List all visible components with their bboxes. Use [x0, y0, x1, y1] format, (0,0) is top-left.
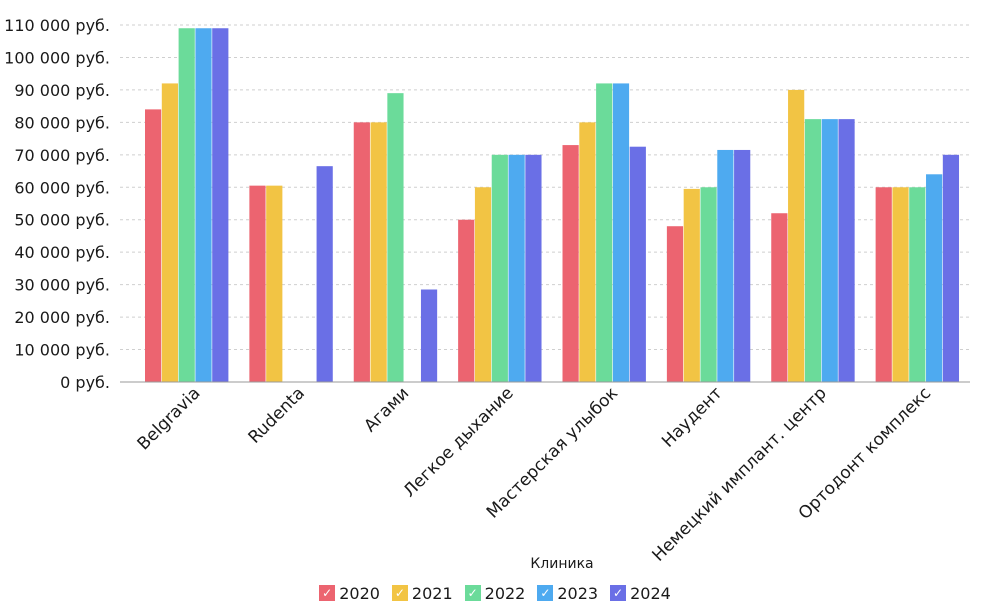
bar[interactable]	[316, 166, 333, 382]
bar[interactable]	[892, 187, 909, 382]
legend-label: 2023	[557, 583, 599, 603]
bar[interactable]	[387, 93, 404, 383]
legend-item[interactable]: ✓ 2022	[464, 583, 526, 603]
bar[interactable]	[525, 154, 542, 382]
bar[interactable]	[178, 28, 195, 383]
bar[interactable]	[821, 119, 838, 383]
bar[interactable]	[875, 187, 892, 382]
x-tick-label: Агами	[360, 383, 413, 436]
legend-label: 2020	[339, 583, 380, 603]
bar[interactable]	[212, 28, 229, 383]
bar[interactable]	[771, 213, 788, 382]
x-tick-label: Легкое дыхание	[400, 383, 518, 501]
y-tick-label: 100 000 руб.	[4, 48, 110, 67]
bar[interactable]	[195, 28, 212, 383]
bar[interactable]	[909, 187, 926, 382]
y-axis-tick-labels: 0 руб. 10 000 руб. 20 000 руб. 30 000 руб. 4…	[4, 16, 110, 392]
bar[interactable]	[838, 119, 855, 383]
bar[interactable]	[420, 289, 438, 382]
legend-item[interactable]: ✓ 2021	[391, 583, 453, 603]
y-tick-label: 60 000 руб.	[14, 178, 110, 197]
legend-checkbox-icon[interactable]: ✓	[319, 585, 336, 601]
y-tick-label: 20 000 руб.	[14, 308, 110, 327]
bar[interactable]	[683, 188, 700, 382]
x-axis-title: Клиника	[530, 556, 593, 572]
y-tick-label: 70 000 руб.	[14, 146, 110, 165]
bars	[145, 28, 960, 383]
y-tick-label: 40 000 руб.	[14, 243, 110, 262]
bar[interactable]	[629, 146, 646, 382]
bar[interactable]	[562, 145, 579, 382]
bar[interactable]	[734, 149, 751, 382]
bar[interactable]	[788, 89, 805, 382]
x-tick-label: Rudenta	[245, 383, 309, 447]
y-tick-label: 30 000 руб.	[14, 276, 110, 295]
bar[interactable]	[491, 154, 508, 382]
legend-item[interactable]: ✓ 2023	[537, 584, 598, 603]
legend-item[interactable]: ✓ 2020	[319, 584, 380, 603]
y-tick-label: 10 000 руб.	[14, 341, 110, 360]
y-tick-label: 50 000 руб.	[14, 211, 110, 230]
bar[interactable]	[266, 185, 283, 382]
legend-label: 2021	[411, 583, 453, 603]
bar[interactable]	[474, 187, 492, 382]
legend-checkbox-icon[interactable]: ✓	[391, 585, 408, 601]
x-tick-label: Немецкий имплант. центр	[648, 383, 830, 565]
x-tick-label: Наудент	[658, 383, 726, 451]
y-tick-label: 80 000 руб.	[14, 113, 110, 132]
legend: ✓ 2020 ✓ 2021 ✓ 2022 ✓ 2023 ✓ 2024	[0, 580, 990, 606]
x-tick-label: Belgravia	[134, 383, 205, 454]
legend-label: 2022	[484, 583, 526, 603]
bar[interactable]	[804, 119, 822, 383]
bar[interactable]	[666, 226, 684, 382]
legend-checkbox-icon[interactable]: ✓	[537, 585, 554, 601]
bar[interactable]	[700, 187, 717, 382]
bar[interactable]	[579, 122, 596, 382]
bar[interactable]	[508, 154, 525, 382]
legend-checkbox-icon[interactable]: ✓	[610, 585, 627, 601]
bar[interactable]	[249, 185, 266, 382]
bar[interactable]	[596, 83, 613, 382]
legend-label: 2024	[630, 583, 671, 603]
bar[interactable]	[926, 174, 943, 382]
legend-checkbox-icon[interactable]: ✓	[464, 585, 481, 601]
legend-item[interactable]: ✓ 2024	[610, 584, 671, 603]
bar[interactable]	[353, 122, 370, 382]
bar[interactable]	[145, 109, 162, 382]
bar[interactable]	[161, 83, 178, 382]
y-tick-label: 110 000 руб.	[4, 16, 110, 35]
y-tick-label: 90 000 руб.	[14, 81, 110, 100]
bar-chart: 0 руб. 10 000 руб. 20 000 руб. 30 000 руб. 4…	[4, 16, 970, 572]
bar[interactable]	[370, 122, 387, 382]
bar[interactable]	[717, 149, 734, 382]
y-tick-label: 0 руб.	[60, 373, 110, 392]
bar[interactable]	[612, 83, 630, 382]
bar[interactable]	[942, 154, 960, 382]
bar[interactable]	[458, 219, 475, 382]
